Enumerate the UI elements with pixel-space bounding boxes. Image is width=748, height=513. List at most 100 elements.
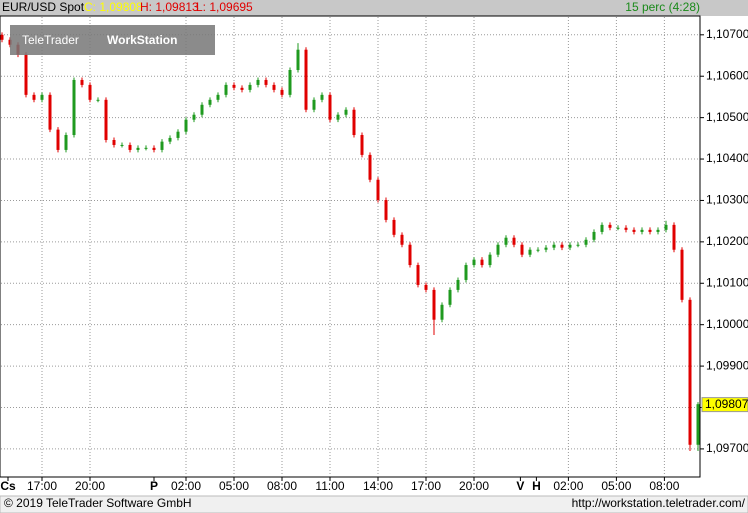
candle-body [160, 141, 164, 150]
logo-box [10, 25, 215, 55]
candle-body [568, 244, 572, 248]
x-tick-label: P [150, 479, 158, 493]
candle-body [64, 135, 68, 150]
candle-body [608, 224, 612, 228]
plot-area [0, 15, 701, 478]
candle-body [680, 249, 684, 300]
y-tick-label: 1,10100 [706, 275, 748, 289]
candle-body [576, 244, 580, 246]
candle-body [296, 49, 300, 71]
candle-body [224, 84, 228, 95]
candle-body [168, 137, 172, 142]
candle-body [352, 109, 356, 136]
y-tick-label: 1,10600 [706, 68, 748, 82]
candle-body [544, 247, 548, 250]
candle-body [152, 147, 156, 150]
candle-body [232, 84, 236, 88]
candle-body [496, 244, 500, 255]
candle-body [504, 237, 508, 245]
candle-body [416, 265, 420, 285]
candle-body [184, 119, 188, 132]
candle-body [560, 244, 564, 248]
y-tick-label: 1,09700 [706, 441, 748, 455]
candle-body [616, 227, 620, 229]
last-price-box [701, 397, 748, 413]
candle-body [144, 147, 148, 149]
candle-body [488, 254, 492, 266]
last-price-label: 1,09807 [705, 397, 748, 411]
candle-body [520, 244, 524, 255]
candle-body [440, 304, 444, 320]
candle-body [392, 219, 396, 235]
candle-body [384, 200, 388, 220]
x-tick-label: 17:00 [411, 479, 441, 493]
candle-body [128, 144, 132, 150]
candle-body [456, 279, 460, 290]
candle-body [552, 244, 556, 248]
header-high: H: 1,09813 [140, 0, 199, 14]
candle-body [192, 114, 196, 120]
candle-body [328, 94, 332, 120]
x-tick-label: 05:00 [219, 479, 249, 493]
copyright: © 2019 TeleTrader Software GmbH [4, 496, 192, 510]
candle-body [376, 179, 380, 201]
candle-body [312, 99, 316, 110]
candle-body [336, 114, 340, 120]
plot [0, 17, 700, 475]
candle-body [344, 109, 348, 115]
header-low: L: 1,09695 [196, 0, 253, 14]
header-interval: 15 perc (4:28) [625, 0, 700, 14]
x-tick-label: 14:00 [363, 479, 393, 493]
candle-body [56, 129, 60, 150]
candle-body [632, 229, 636, 232]
candle-body [176, 131, 180, 138]
candle-body [88, 84, 92, 100]
candle-body [424, 284, 428, 290]
candle-body [648, 229, 652, 232]
x-tick-label: 05:00 [601, 479, 631, 493]
candle-body [208, 99, 212, 105]
candle-body [368, 154, 372, 180]
title: EUR/USD Spot [2, 0, 85, 14]
candle-body [216, 94, 220, 100]
x-tick-label: 08:00 [267, 479, 297, 493]
candle-body [200, 104, 204, 115]
candle-body [256, 79, 260, 85]
x-tick-label: 08:00 [649, 479, 679, 493]
candle-body [688, 299, 692, 445]
candle-body [272, 84, 276, 90]
x-tick-label: 11:00 [315, 479, 344, 493]
candle-body [0, 34, 4, 40]
candle-body [584, 239, 588, 245]
candle-body [592, 231, 596, 240]
candle-body [24, 54, 28, 95]
candle-body [320, 94, 324, 100]
candle-body [120, 144, 124, 146]
candle-body [664, 224, 668, 230]
candle-body [672, 224, 676, 250]
logo-product: WorkStation [107, 33, 177, 47]
x-tick-label: 17:00 [27, 479, 57, 493]
candle-body [400, 234, 404, 245]
candle-body [464, 265, 468, 280]
candle-body [112, 139, 116, 145]
x-tick-label: Cs [0, 479, 16, 493]
x-tick-label: 20:00 [459, 479, 489, 493]
candle-body [360, 135, 364, 155]
candle-body [432, 289, 436, 320]
candle-body [240, 87, 244, 90]
candle-body [40, 94, 44, 100]
candle-body [304, 49, 308, 110]
candle-body [480, 259, 484, 266]
x-tick-label: 02:00 [171, 479, 201, 493]
x-tick-label: V [516, 479, 524, 493]
candle-body [408, 244, 412, 266]
candle-body [80, 79, 84, 85]
candle-body [448, 289, 452, 305]
candle-body [696, 404, 700, 445]
y-tick-label: 1,09900 [706, 358, 748, 372]
candle-body [624, 227, 628, 230]
x-tick-label: H [532, 479, 541, 493]
footer-bar [0, 495, 748, 513]
